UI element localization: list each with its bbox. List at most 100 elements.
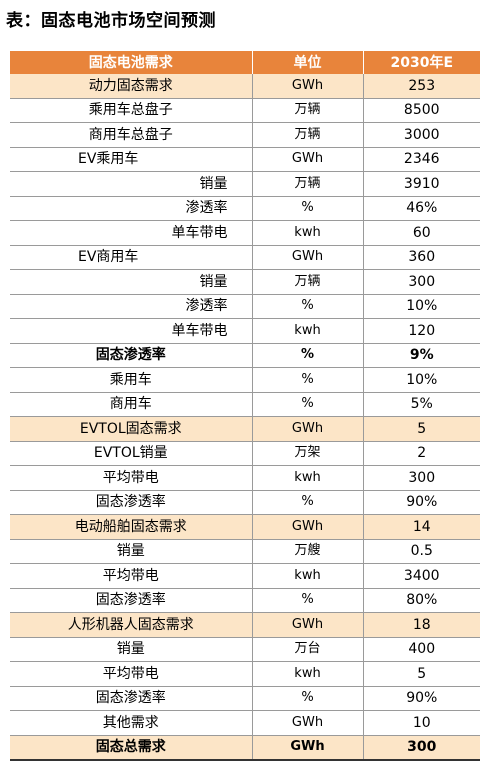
row-unit-cell: 万架 — [252, 441, 364, 466]
row-name-cell: 固态总需求 — [10, 735, 253, 761]
row-name-cell: 固态渗透率 — [10, 343, 253, 368]
row-unit-cell: kwh — [252, 661, 364, 687]
row-value-cell: 90% — [363, 490, 480, 515]
row-name-cell: 商用车 — [10, 392, 253, 417]
table-row: 渗透率% 46% — [10, 196, 480, 221]
row-unit-cell: % — [252, 588, 364, 613]
table-row: EVTOL固态需求 GWh 5 — [10, 416, 480, 442]
header-year: 2030年E — [363, 51, 480, 74]
table-row: 乘用车总盘子 万辆 8500 — [10, 98, 480, 123]
row-name-cell: 人形机器人固态需求 — [10, 612, 253, 638]
row-name-cell: EVTOL固态需求 — [10, 416, 253, 442]
row-unit-cell: 万辆 — [252, 171, 364, 197]
row-value-cell: 2 — [363, 441, 480, 466]
row-name-cell: 乘用车 — [10, 367, 253, 393]
row-value-cell: 8500 — [363, 98, 480, 123]
row-value-cell: 60 — [363, 220, 480, 246]
table-row: 销量 万辆 3910 — [10, 171, 480, 197]
row-name-cell: 销量 — [10, 171, 253, 197]
row-unit-cell: kwh — [252, 220, 364, 246]
row-value-cell: 9% — [363, 343, 480, 368]
row-name-cell: 单车带电 — [10, 318, 253, 344]
table-row: 销量 万辆 300 — [10, 269, 480, 295]
header-unit: 单位 — [252, 51, 364, 74]
table-row: 平均带电 kwh 3400 — [10, 563, 480, 589]
row-name-cell: 电动船舶固态需求 — [10, 514, 253, 540]
table-row: 固态渗透率% 80% — [10, 588, 480, 613]
row-value-cell: 300 — [363, 735, 480, 761]
row-name-cell: 商用车总盘子 — [10, 122, 253, 148]
table-row: 乘用车% 10% — [10, 367, 480, 393]
row-unit-cell: GWh — [252, 735, 364, 761]
row-unit-cell: 万台 — [252, 637, 364, 662]
row-value-cell: 90% — [363, 686, 480, 711]
row-unit-cell: % — [252, 294, 364, 319]
table-row: EVTOL销量 万架 2 — [10, 441, 480, 466]
row-value-cell: 3910 — [363, 171, 480, 197]
row-value-cell: 300 — [363, 465, 480, 491]
table-row: 商用车总盘子 万辆 3000 — [10, 122, 480, 148]
row-unit-cell: kwh — [252, 465, 364, 491]
table-row: 固态总需求 GWh 300 — [10, 735, 480, 761]
market-forecast-table: 固态电池需求 单位 2030年E 动力固态需求 GWh 253 乘用车总盘子 万辆 850… — [10, 51, 480, 761]
table-row: 单车带电 kwh 60 — [10, 220, 480, 246]
header-demand: 固态电池需求 — [10, 51, 253, 74]
table-row: 销量 万艘 0.5 — [10, 539, 480, 564]
row-value-cell: 253 — [363, 74, 480, 99]
row-unit-cell: % — [252, 490, 364, 515]
row-unit-cell: kwh — [252, 563, 364, 589]
table-row: 固态渗透率% 90% — [10, 686, 480, 711]
row-unit-cell: GWh — [252, 147, 364, 172]
row-name-cell: EVTOL销量 — [10, 441, 253, 466]
row-name-cell: 乘用车总盘子 — [10, 98, 253, 123]
row-value-cell: 120 — [363, 318, 480, 344]
table-row: 渗透率% 10% — [10, 294, 480, 319]
page-title: 表：固态电池市场空间预测 — [6, 11, 216, 31]
row-value-cell: 10% — [363, 367, 480, 393]
row-value-cell: 14 — [363, 514, 480, 540]
table-row: 平均带电 kwh 300 — [10, 465, 480, 491]
row-value-cell: 18 — [363, 612, 480, 638]
row-unit-cell: GWh — [252, 612, 364, 638]
row-value-cell: 3000 — [363, 122, 480, 148]
row-value-cell: 46% — [363, 196, 480, 221]
row-unit-cell: 万辆 — [252, 269, 364, 295]
table-row: 固态渗透率% 90% — [10, 490, 480, 515]
row-name-cell: 销量 — [10, 637, 253, 662]
row-value-cell: 3400 — [363, 563, 480, 589]
row-name-cell: EV商用车 — [10, 245, 253, 270]
row-unit-cell: 万艘 — [252, 539, 364, 564]
row-unit-cell: % — [252, 367, 364, 393]
row-unit-cell: % — [252, 392, 364, 417]
table-row: 其他需求 GWh 10 — [10, 710, 480, 736]
row-name-cell: 固态渗透率 — [10, 490, 253, 515]
table-row: 动力固态需求 GWh 253 — [10, 74, 480, 99]
table-header-row: 固态电池需求 单位 2030年E — [10, 51, 480, 74]
row-name-cell: 平均带电 — [10, 465, 253, 491]
row-unit-cell: GWh — [252, 514, 364, 540]
row-name-cell: 渗透率 — [10, 196, 253, 221]
row-name-cell: 固态渗透率 — [10, 588, 253, 613]
row-name-cell: 销量 — [10, 539, 253, 564]
row-value-cell: 0.5 — [363, 539, 480, 564]
table-row: 人形机器人固态需求 GWh 18 — [10, 612, 480, 638]
row-name-cell: 单车带电 — [10, 220, 253, 246]
row-name-cell: 平均带电 — [10, 563, 253, 589]
row-value-cell: 5 — [363, 661, 480, 687]
row-name-cell: 其他需求 — [10, 710, 253, 736]
row-unit-cell: 万辆 — [252, 98, 364, 123]
table-row: 电动船舶固态需求 GWh 14 — [10, 514, 480, 540]
table-row: 单车带电 kwh 120 — [10, 318, 480, 344]
table-row: EV商用车 GWh 360 — [10, 245, 480, 270]
row-unit-cell: 万辆 — [252, 122, 364, 148]
table-row: 平均带电 kwh 5 — [10, 661, 480, 687]
table-row: 销量 万台 400 — [10, 637, 480, 662]
row-unit-cell: % — [252, 196, 364, 221]
row-value-cell: 300 — [363, 269, 480, 295]
row-name-cell: 渗透率 — [10, 294, 253, 319]
table-row: 固态渗透率% 9% — [10, 343, 480, 368]
row-unit-cell: % — [252, 343, 364, 368]
row-value-cell: 5 — [363, 416, 480, 442]
table-row: 商用车% 5% — [10, 392, 480, 417]
